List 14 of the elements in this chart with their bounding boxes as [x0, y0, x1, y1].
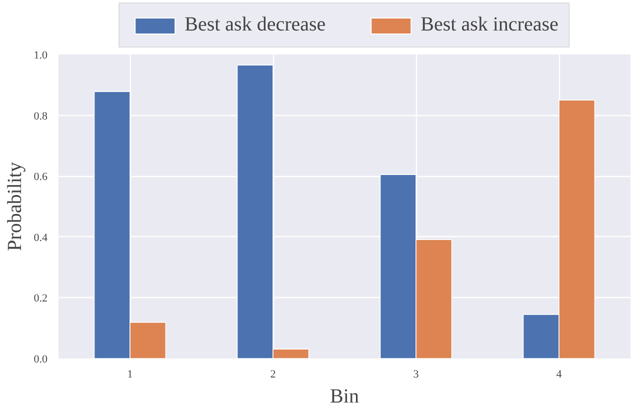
x-axis-title: Bin: [330, 386, 359, 408]
y-tick-label: 0.2: [34, 292, 48, 305]
y-axis-title: Probability: [4, 162, 26, 251]
x-tick-label: 4: [556, 368, 562, 380]
legend-label: Best ask decrease: [184, 14, 326, 36]
y-tick-label: 0.4: [34, 232, 48, 244]
y-tick-label: 0.0: [34, 354, 48, 366]
x-tick-label: 2: [270, 368, 276, 380]
x-tick-label: 3: [413, 368, 420, 380]
y-tick-label: 1.0: [34, 50, 48, 62]
y-tick-label: 0.8: [34, 110, 48, 122]
y-tick-label: 0.6: [34, 171, 48, 184]
x-tick-label: 1: [127, 368, 133, 380]
legend-label: Best ask increase: [420, 14, 558, 36]
